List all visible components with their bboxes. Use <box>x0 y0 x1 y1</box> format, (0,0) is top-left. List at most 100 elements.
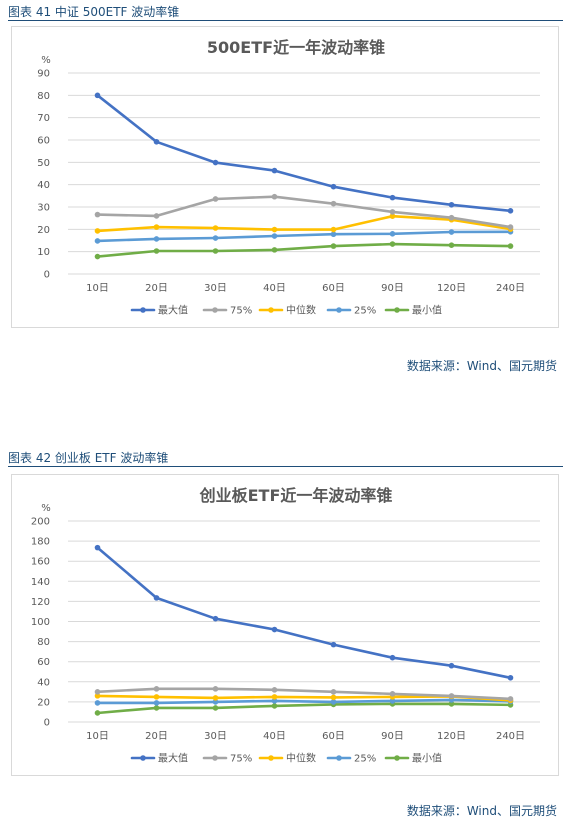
data-point <box>330 243 337 249</box>
data-point <box>507 243 514 249</box>
legend-label: 中位数 <box>286 752 316 765</box>
data-point <box>153 236 160 242</box>
y-tick-label: 20 <box>37 225 50 236</box>
y-tick-label: 20 <box>37 697 50 708</box>
x-tick-label: 90日 <box>381 731 404 742</box>
data-point <box>330 694 337 701</box>
series-line <box>96 702 512 715</box>
legend-label: 最小值 <box>412 304 442 317</box>
data-point <box>448 701 455 707</box>
y-tick-label: 160 <box>31 557 50 568</box>
x-tick-label: 60日 <box>322 283 345 294</box>
legend-marker <box>268 307 274 313</box>
data-point <box>153 224 160 230</box>
data-point <box>94 710 101 716</box>
data-point <box>153 686 160 692</box>
legend-label: 75% <box>230 306 252 317</box>
data-point <box>389 241 396 247</box>
x-tick-label: 90日 <box>381 283 404 294</box>
chart-500etf: 500ETF近一年波动率锥% 0 10 20 30 40 50 60 70 80 90 10日 20日 3… <box>37 38 540 317</box>
x-tick-label: 10日 <box>86 731 109 742</box>
data-point <box>448 201 455 208</box>
figure-41-source: 数据来源：Wind、国元期货 <box>406 359 557 373</box>
y-tick-label: 50 <box>37 158 50 169</box>
data-point <box>94 544 101 551</box>
x-tick-label: 120日 <box>437 731 466 742</box>
data-point <box>448 693 455 699</box>
legend-marker <box>140 755 146 761</box>
y-axis-unit-label: % <box>41 503 51 514</box>
data-point <box>448 214 455 221</box>
data-point <box>271 193 278 200</box>
y-tick-label: 140 <box>31 577 50 588</box>
data-point <box>94 693 101 699</box>
series-line <box>96 546 512 680</box>
y-tick-label: 120 <box>31 597 50 608</box>
y-tick-label: 200 <box>31 517 50 528</box>
y-tick-label: 80 <box>37 91 50 102</box>
figure-42-caption-rule <box>8 466 563 467</box>
data-point <box>94 700 101 706</box>
y-tick-label: 60 <box>37 136 50 147</box>
data-point <box>330 200 337 207</box>
chart-title: 创业板ETF近一年波动率锥 <box>199 486 393 505</box>
chart-title: 500ETF近一年波动率锥 <box>207 38 385 57</box>
series-line <box>96 687 512 701</box>
y-axis-unit-label: % <box>41 55 51 66</box>
data-point <box>153 700 160 706</box>
chart-500etf-panel: 500ETF近一年波动率锥% 0 10 20 30 40 50 60 70 80 90 10日 20日 3… <box>11 26 559 328</box>
data-point <box>330 231 337 238</box>
data-point <box>212 695 219 701</box>
data-point <box>153 705 160 711</box>
data-point <box>153 595 160 601</box>
data-point <box>507 674 514 681</box>
series-line <box>96 242 512 258</box>
chart-chinext-etf-panel: 创业板ETF近一年波动率锥% 0 20 40 60 80 100 120 140 160 180 20… <box>11 474 559 776</box>
legend-marker <box>394 755 400 761</box>
legend-label: 25% <box>354 306 376 317</box>
series-line <box>96 94 512 213</box>
data-point <box>94 253 101 260</box>
data-point <box>271 247 278 253</box>
data-point <box>212 196 219 202</box>
legend-marker <box>268 755 274 761</box>
data-point <box>330 689 337 695</box>
legend-label: 中位数 <box>286 304 316 317</box>
data-point <box>448 662 455 669</box>
legend-marker <box>336 307 342 313</box>
series-line <box>96 230 512 243</box>
data-point <box>507 207 514 214</box>
data-point <box>271 167 278 174</box>
data-point <box>212 686 219 692</box>
legend-marker <box>336 755 342 761</box>
data-point <box>212 159 219 166</box>
legend-label: 25% <box>354 754 376 765</box>
legend-label: 75% <box>230 754 252 765</box>
data-point <box>212 235 219 241</box>
data-point <box>507 696 514 702</box>
data-point <box>330 699 337 705</box>
data-point <box>330 641 337 648</box>
x-tick-label: 10日 <box>86 283 109 294</box>
data-point <box>389 213 396 219</box>
data-point <box>389 231 396 237</box>
y-tick-label: 10 <box>37 247 50 258</box>
figure-41-caption-rule <box>8 20 563 21</box>
series-line <box>96 195 512 229</box>
data-point <box>94 92 101 99</box>
data-point <box>389 194 396 201</box>
y-tick-label: 80 <box>37 637 50 648</box>
data-point <box>448 229 455 235</box>
data-point <box>94 238 101 244</box>
legend-label: 最小值 <box>412 752 442 765</box>
x-tick-label: 30日 <box>204 283 227 294</box>
series-line <box>96 214 512 233</box>
data-point <box>271 703 278 709</box>
legend-marker <box>212 307 218 313</box>
x-tick-label: 240日 <box>496 731 525 742</box>
data-point <box>389 698 396 704</box>
data-point <box>153 248 160 254</box>
figure-42-source: 数据来源：Wind、国元期货 <box>406 804 557 818</box>
series-line <box>96 698 512 705</box>
data-point <box>212 225 219 231</box>
